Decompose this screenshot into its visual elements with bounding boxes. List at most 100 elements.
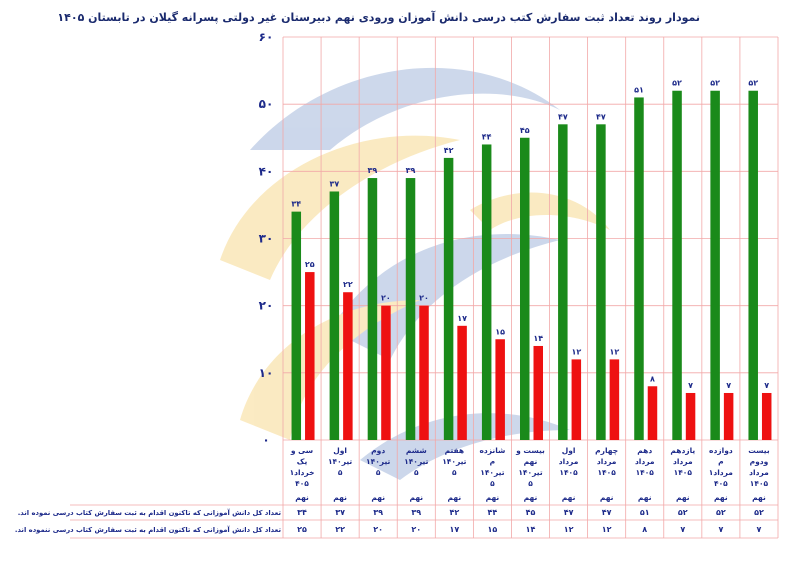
bar-not-registered [761,392,772,440]
bar-not-registered [571,359,582,440]
y-tick-label: ۱۰ [259,366,274,380]
data-label-not-registered: ۱۴ [533,334,543,343]
y-tick-label: ۳۰ [259,232,274,246]
category-sublabel: نهم [333,493,347,502]
table-cell-not-registered: ۲۰ [373,525,383,534]
category-label: مرداد [559,457,579,466]
category-label: ۵ [414,468,419,477]
table-cell-not-registered: ۱۷ [449,525,459,534]
bar-not-registered [305,272,315,440]
data-label-not-registered: ۷ [726,381,731,390]
table-cell-not-registered: ۷ [680,525,685,534]
category-label: م [490,457,496,466]
data-label-registered: ۵۲ [748,79,758,88]
bar-registered [329,191,340,440]
category-label: ۵ [376,468,381,477]
y-axis: ۰ ۱۰ ۲۰ ۳۰ ۴۰ ۵۰ ۶۰ [259,30,274,447]
bar-not-registered [685,392,696,440]
category-label: بیست [748,446,770,455]
table-cell-registered: ۴۴ [488,508,498,517]
data-label-not-registered: ۲۵ [305,260,315,269]
bars [291,90,772,441]
bar-registered [520,137,530,440]
category-label: دوم [371,446,385,455]
data-label-not-registered: ۷ [688,381,693,390]
category-label: م [718,457,724,466]
category-label: مرداد [749,468,769,477]
data-label-registered: ۵۲ [672,79,682,88]
category-label: مرداد [597,457,617,466]
bar-not-registered [495,339,505,440]
bar-registered [558,124,568,441]
y-tick-label: ۶۰ [259,30,274,44]
category-label: ۱۴۰۵ [636,468,655,477]
data-label-not-registered: ۱۲ [571,347,581,356]
table-cell-not-registered: ۱۲ [602,525,612,534]
category-label: ۱۴۰۵ [674,468,693,477]
data-label-not-registered: ۷ [764,381,769,390]
category-label: ۵ [452,468,457,477]
table-cell-not-registered: ۲۲ [335,525,345,534]
bar-registered [710,90,720,440]
data-label-registered: ۴۷ [596,112,606,121]
category-label: مرداد۱ [709,468,734,477]
bar-registered [367,178,378,441]
category-label: خرداد۱ [290,468,315,477]
bar-not-registered [723,392,734,440]
data-table: ۳۴ ۲۵ ۳۷ ۲۲ ۳۹ ۲۰ ۳۹ ۲۰ ۴۲ ۱۷ ۴۴ ۱۵ ۴۵ ۱۴ ۴۷ ۱۲ ۴۷ ۱۲ ۵۱ ۸ ۵… [15,508,764,534]
table-cell-not-registered: ۲۵ [297,525,307,534]
category-label: دهم [637,446,652,455]
data-label-registered: ۳۹ [406,166,416,175]
data-label-registered: ۴۲ [444,146,454,155]
data-label-not-registered: ۲۲ [343,280,353,289]
category-label: چهارم [595,446,618,455]
category-sublabel: نهم [638,493,652,502]
category-sublabel: نهم [600,493,614,502]
table-cell-not-registered: ۲۰ [411,525,421,534]
data-label-registered: ۳۷ [329,179,339,188]
table-cell-registered: ۵۲ [716,508,726,517]
category-label: تیر۱۴۰ [328,457,352,466]
category-label: یازدهم [670,446,695,455]
bar-registered [672,90,682,440]
category-sublabel: نهم [486,493,500,502]
bar-registered [405,178,416,441]
y-tick-label: ۴۰ [259,164,274,178]
y-tick-label: ۵۰ [259,97,274,111]
category-label: ۵ [490,479,495,488]
category-label: ۵ [528,479,533,488]
data-label-not-registered: ۱۲ [610,347,620,356]
category-label: ۱۴۰۵ [559,468,578,477]
category-sublabel: نهم [295,493,309,502]
table-cell-registered: ۴۷ [564,508,574,517]
table-cell-registered: ۵۲ [678,508,688,517]
bar-registered [443,157,454,440]
category-label: اول [333,446,347,455]
y-tick-label: ۲۰ [259,299,274,313]
data-label-registered: ۵۲ [710,79,720,88]
bar-registered [634,97,644,440]
table-cell-registered: ۵۲ [754,508,764,517]
table-cell-not-registered: ۸ [642,525,647,534]
chart-title: نمودار روند تعداد ثبت سفارش کتب درسی دان… [57,11,700,24]
category-label: مرداد [635,457,655,466]
data-label-registered: ۴۴ [482,132,492,141]
category-label: تیر۱۴۰ [480,468,504,477]
bar-not-registered [647,386,658,440]
table-cell-registered: ۵۱ [640,508,650,517]
data-labels: ۳۴ ۲۵ ۳۷ ۲۲ ۳۹ ۲۰ ۳۹ ۲۰ ۴۲ ۱۷ ۴۴ ۱۵ ۴۵ ۱۴ ۴۷ ۱۲ ۴۷ ۱۲ ۵۱ ۸ ۵… [291,79,769,390]
table-cell-not-registered: ۱۲ [564,525,574,534]
category-label: ۴۰۵ [714,479,728,488]
bar-not-registered [343,292,353,440]
table-row-label-not-registered: تعداد کل دانش آموزانی که تاکنون اقدام به… [15,525,282,534]
data-label-not-registered: ۲۰ [381,294,391,303]
category-label: مرداد [673,457,693,466]
category-sublabel: نهم [524,493,538,502]
table-cell-registered: ۴۷ [602,508,612,517]
category-label: ۵ [338,468,343,477]
bar-registered [596,124,606,441]
data-label-registered: ۴۷ [558,112,568,121]
category-label: دوازده [709,446,733,455]
table-cell-not-registered: ۷ [757,525,762,534]
